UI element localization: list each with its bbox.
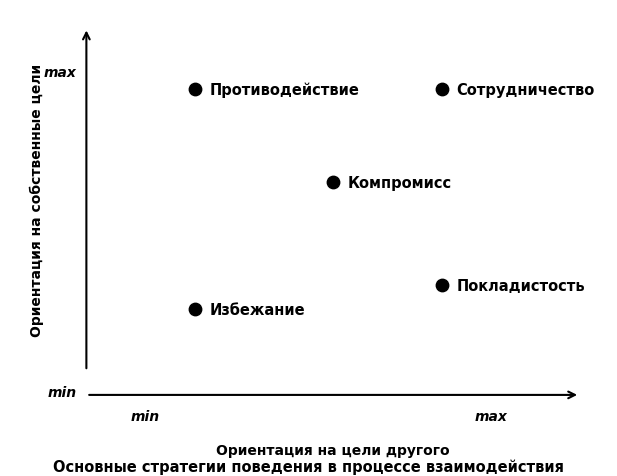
Text: Избежание: Избежание	[210, 302, 305, 317]
Text: min: min	[131, 409, 160, 423]
Text: Сотрудничество: Сотрудничество	[457, 83, 595, 98]
Point	[190, 87, 200, 94]
Point	[437, 282, 447, 289]
Text: min: min	[48, 385, 77, 399]
Text: max: max	[474, 409, 508, 423]
Text: Ориентация на собственные цели: Ориентация на собственные цели	[30, 64, 44, 336]
Point	[437, 87, 447, 94]
Text: Ориентация на цели другого: Ориентация на цели другого	[217, 443, 450, 456]
Text: Противодействие: Противодействие	[210, 82, 360, 98]
Point	[190, 306, 200, 313]
Point	[328, 179, 338, 187]
Text: Компромисс: Компромисс	[348, 175, 452, 190]
Text: Основные стратегии поведения в процессе взаимодействия: Основные стратегии поведения в процессе …	[53, 458, 564, 474]
Text: Покладистость: Покладистость	[457, 278, 585, 293]
Text: max: max	[44, 66, 77, 80]
